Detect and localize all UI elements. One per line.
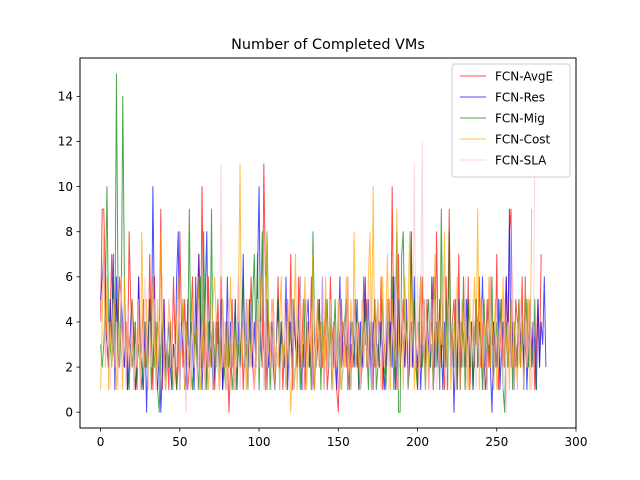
plot-frame bbox=[79, 57, 577, 429]
x-tick-label: 0 bbox=[97, 435, 105, 449]
legend-box bbox=[451, 63, 571, 178]
x-tick-label: 150 bbox=[327, 435, 350, 449]
legend: FCN-AvgE FCN-Res FCN-Mig FCN-Cost FCN-SLA bbox=[451, 63, 571, 178]
y-tick-label: 14 bbox=[58, 90, 73, 104]
chart-title: Number of Completed VMs bbox=[231, 37, 425, 53]
legend-label-fcn-mig: FCN-Mig bbox=[495, 111, 545, 125]
legend-label-fcn-cost: FCN-Cost bbox=[495, 132, 551, 146]
x-axis: 0 50 100 150 200 250 300 bbox=[97, 428, 588, 449]
x-tick-label: 50 bbox=[172, 435, 187, 449]
legend-label-fcn-avge: FCN-AvgE bbox=[495, 69, 553, 83]
y-tick-label: 12 bbox=[58, 135, 73, 149]
y-tick-label: 2 bbox=[65, 360, 73, 374]
x-tick-label: 200 bbox=[406, 435, 429, 449]
y-axis: 0 2 4 6 8 10 12 14 bbox=[58, 90, 80, 419]
legend-label-fcn-res: FCN-Res bbox=[495, 90, 545, 104]
x-tick-label: 300 bbox=[565, 435, 588, 449]
y-tick-label: 10 bbox=[58, 180, 73, 194]
y-tick-label: 6 bbox=[65, 270, 73, 284]
x-tick-label: 100 bbox=[248, 435, 271, 449]
y-tick-label: 0 bbox=[65, 405, 73, 419]
y-tick-label: 4 bbox=[65, 315, 73, 329]
y-tick-label: 8 bbox=[65, 225, 73, 239]
legend-label-fcn-sla: FCN-SLA bbox=[495, 153, 547, 167]
series-line-fcn-sla bbox=[100, 140, 536, 413]
x-tick-label: 250 bbox=[485, 435, 508, 449]
series-layer bbox=[100, 73, 547, 413]
